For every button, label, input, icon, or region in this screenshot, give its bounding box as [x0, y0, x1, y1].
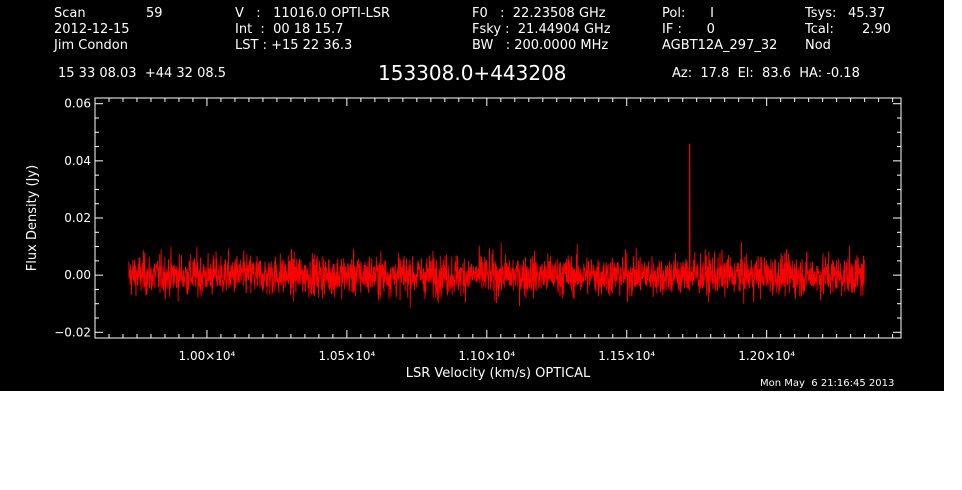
y-axis-label: Flux Density (Jy)	[25, 165, 40, 271]
scan-label: Scan	[54, 6, 86, 21]
observer-name: Jim Condon	[54, 38, 128, 53]
data-point	[128, 252, 129, 253]
data-point	[542, 257, 543, 258]
data-point	[290, 257, 291, 258]
data-layer	[128, 143, 866, 308]
data-point	[691, 266, 692, 267]
spectrum-chart: 1.00×10⁴ 1.05×10⁴ 1.10×10⁴ 1.15×10⁴ 1.20×10⁴…	[25, 97, 902, 381]
plot-frame	[94, 97, 902, 339]
data-point	[626, 252, 627, 253]
data-point	[710, 297, 711, 298]
integration-line: Int : 00 18 15.7	[235, 22, 344, 37]
velocity-line: V : 11016.0 OPTI-LSR	[235, 6, 391, 21]
tsys-label: Tsys:	[805, 6, 837, 21]
x-tick-label: 1.20×10⁴	[738, 349, 795, 363]
data-point	[864, 260, 865, 261]
fsky-line: Fsky : 21.44904 GHz	[472, 22, 611, 37]
data-point	[206, 255, 207, 256]
x-tick-label: 1.10×10⁴	[458, 349, 515, 363]
lst-line: LST : +15 22 36.3	[235, 38, 353, 53]
data-point	[500, 297, 501, 298]
tcal-label: Tcal:	[805, 22, 834, 37]
az-el-ha: Az: 17.8 El: 83.6 HA: -0.18	[672, 66, 860, 81]
y-tick-label: 0.06	[64, 97, 91, 111]
x-tick-label: 1.05×10⁴	[318, 349, 375, 363]
x-axis-label: LSR Velocity (km/s) OPTICAL	[406, 366, 591, 381]
tcal-value: 2.90	[862, 22, 891, 37]
data-point	[374, 249, 375, 250]
y-tick-label: 0.04	[64, 154, 91, 168]
scan-value: 59	[146, 6, 163, 21]
data-point	[836, 252, 837, 253]
data-point	[688, 263, 689, 264]
spectrum-trace	[128, 143, 866, 308]
if-line: IF : 0	[662, 22, 715, 37]
data-point	[416, 292, 417, 293]
plot-timestamp: Mon May 6 21:16:45 2013	[760, 378, 895, 389]
f0-line: F0 : 22.23508 GHz	[472, 6, 606, 21]
data-point	[332, 295, 333, 296]
y-tick-label: 0.00	[64, 268, 91, 282]
source-name: 153308.0+443208	[378, 61, 567, 85]
data-point	[794, 292, 795, 293]
axis-layer: 1.00×10⁴ 1.05×10⁴ 1.10×10⁴ 1.15×10⁴ 1.20×10⁴…	[54, 97, 901, 363]
data-point	[164, 292, 165, 293]
plot-panel: Scan 59 2012-12-15 Jim Condon V : 11016.…	[0, 0, 944, 391]
source-coordinates: 15 33 08.03 +44 32 08.5	[58, 66, 227, 81]
project-id: AGBT12A_297_32	[662, 38, 778, 53]
data-point	[248, 297, 249, 298]
tsys-value: 45.37	[848, 6, 886, 21]
bandwidth-line: BW : 200.0000 MHz	[472, 38, 609, 53]
obs-mode: Nod	[805, 38, 831, 53]
data-point	[584, 295, 585, 296]
x-tick-label: 1.15×10⁴	[598, 349, 655, 363]
data-point	[668, 292, 669, 293]
x-tick-label: 1.00×10⁴	[179, 349, 236, 363]
data-point	[458, 255, 459, 256]
data-point	[752, 255, 753, 256]
y-tick-label: −0.02	[54, 325, 91, 339]
data-point	[689, 143, 690, 144]
obs-date: 2012-12-15	[54, 22, 130, 37]
pol-line: Pol: I	[662, 6, 714, 21]
y-tick-label: 0.02	[64, 211, 91, 225]
